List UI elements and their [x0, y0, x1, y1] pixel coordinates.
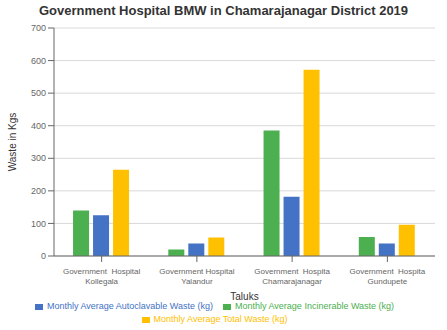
svg-text:Government HospitaGundupete: Government HospitaGundupete	[350, 267, 426, 286]
svg-text:100: 100	[31, 219, 46, 229]
svg-text:0: 0	[41, 251, 46, 261]
svg-text:700: 700	[31, 23, 46, 33]
svg-text:Government HospitaChamarajana: Government HospitaChamarajanagar	[254, 267, 330, 286]
svg-text:600: 600	[31, 56, 46, 66]
svg-text:Government HospitalKollegala: Government HospitalKollegala	[63, 267, 141, 286]
html-text:Monthly Average Incinerable Wa: Monthly Average Incinerable Waste (kg)	[235, 301, 395, 311]
svg-text:Taluks: Taluks	[230, 291, 258, 302]
svg-text:500: 500	[31, 88, 46, 98]
svg-text:400: 400	[31, 121, 46, 131]
svg-text:200: 200	[31, 186, 46, 196]
svg-text:Government HospitalYalandur: Government HospitalYalandur	[159, 267, 234, 286]
html-text:Monthly Average Total Waste (k: Monthly Average Total Waste (kg)	[153, 314, 288, 324]
html-text:Monthly Average Autoclavable W: Monthly Average Autoclavable Waste (kg)	[46, 301, 213, 311]
svg-text:Waste in Kgs: Waste in Kgs	[8, 113, 18, 172]
svg-text:300: 300	[31, 153, 46, 163]
html-text:Government Hospital BMW in Cha: Government Hospital BMW in Chamarajanaga…	[38, 3, 409, 18]
